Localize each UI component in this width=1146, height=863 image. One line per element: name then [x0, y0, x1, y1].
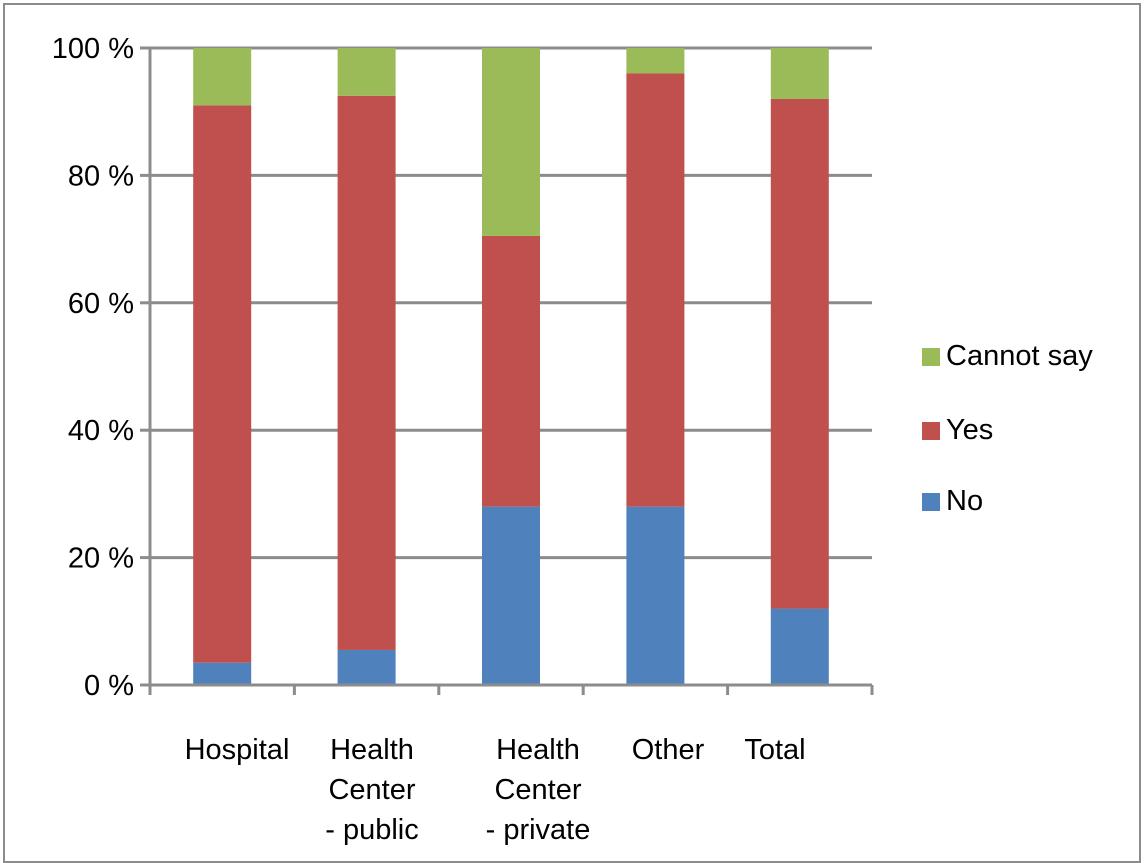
x-category-label: Health Center - public	[325, 734, 419, 846]
y-tick-label: 0 %	[84, 670, 134, 702]
bar-segment	[193, 662, 252, 685]
x-category-label: Total	[744, 734, 805, 766]
bar-segment	[626, 506, 685, 685]
y-tick-label: 100 %	[52, 33, 134, 65]
bar-segment	[626, 48, 685, 74]
category-labels: Hospital Health Center - public Health Center…	[185, 734, 806, 846]
x-category-label: Health Center - private	[486, 734, 591, 846]
bar-segment	[337, 48, 396, 96]
bars	[193, 48, 829, 685]
bar-segment	[482, 235, 540, 507]
legend-label: Yes	[946, 414, 993, 446]
bar-segment	[482, 506, 540, 685]
bar-segment	[482, 48, 540, 236]
chart-frame	[3, 3, 1141, 863]
y-tick-labels: 0 % 20 % 40 % 60 % 80 % 100 %	[52, 33, 134, 702]
legend-swatch	[922, 422, 940, 440]
axes	[140, 46, 874, 695]
legend-label: No	[946, 485, 983, 517]
bar-segment	[770, 608, 829, 685]
bar-segment	[770, 48, 829, 99]
bar-segment	[193, 105, 252, 663]
bar-segment	[193, 48, 252, 106]
y-tick-label: 20 %	[68, 543, 134, 575]
y-tick-label: 40 %	[68, 415, 134, 447]
y-tick-label: 60 %	[68, 288, 134, 320]
y-tick-label: 80 %	[68, 160, 134, 192]
x-category-label: Hospital	[185, 734, 290, 766]
legend-swatch	[922, 348, 940, 366]
bar-segment	[337, 649, 396, 685]
bar-segment	[770, 98, 829, 609]
bar-segment	[626, 73, 685, 507]
bar-segment	[337, 95, 396, 650]
legend-label: Cannot say	[946, 340, 1093, 372]
legend: Cannot say Yes No	[922, 340, 1093, 517]
legend-swatch	[922, 493, 940, 511]
x-category-label: Other	[632, 734, 705, 766]
